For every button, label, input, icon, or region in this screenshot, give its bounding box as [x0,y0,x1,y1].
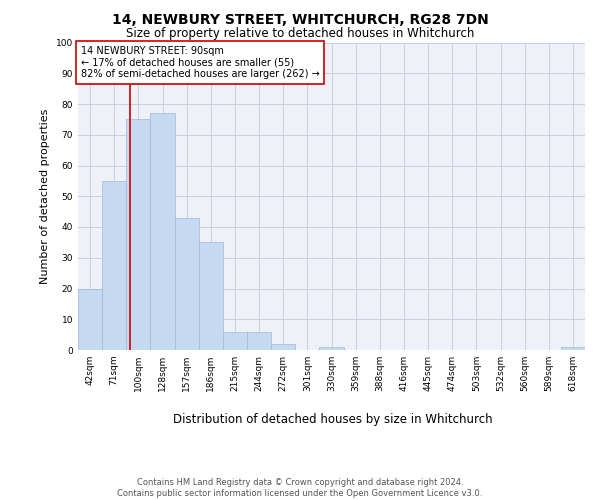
Text: Contains HM Land Registry data © Crown copyright and database right 2024.
Contai: Contains HM Land Registry data © Crown c… [118,478,482,498]
Y-axis label: Number of detached properties: Number of detached properties [40,108,50,284]
Bar [199,242,223,350]
Text: Size of property relative to detached houses in Whitchurch: Size of property relative to detached ho… [126,28,474,40]
Bar [102,181,126,350]
Bar [561,347,585,350]
Bar [319,347,344,350]
Text: 14 NEWBURY STREET: 90sqm
← 17% of detached houses are smaller (55)
82% of semi-d: 14 NEWBURY STREET: 90sqm ← 17% of detach… [80,46,319,79]
Text: Distribution of detached houses by size in Whitchurch: Distribution of detached houses by size … [173,412,493,426]
Bar [126,120,151,350]
Bar [223,332,247,350]
Bar [175,218,199,350]
Bar [271,344,295,350]
Bar [151,113,175,350]
Text: 14, NEWBURY STREET, WHITCHURCH, RG28 7DN: 14, NEWBURY STREET, WHITCHURCH, RG28 7DN [112,12,488,26]
Bar [78,288,102,350]
Bar [247,332,271,350]
